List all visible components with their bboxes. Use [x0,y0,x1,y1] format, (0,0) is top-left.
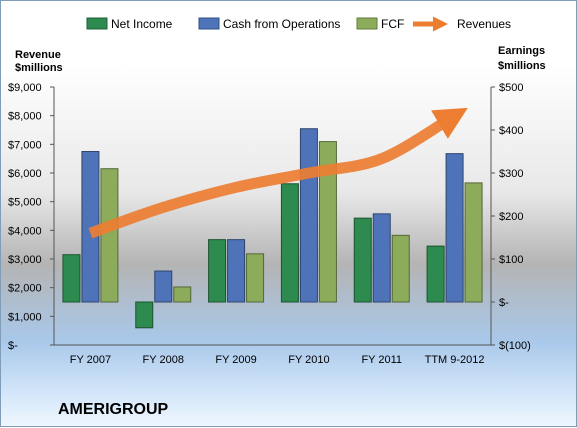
bar-cash-from-operations [372,213,391,303]
x-axis-labels: FY 2007 FY 2008 FY 2009 FY 2010 FY 2011 TTM 9… [70,354,485,366]
revenue-series [88,107,468,239]
left-tick-label: $3,000 [8,254,42,266]
left-tick-label: $7,000 [8,139,42,151]
bar-fcf [173,286,192,303]
legend-label-net-income: Net Income [111,17,173,31]
x-tick-label: FY 2008 [143,354,184,366]
left-axis-ticks: $- $1,000 $2,000 $3,000 $4,000 $5,000 $6,000 $7… [8,82,54,352]
bar-net-income [353,217,372,303]
left-tick-label: $6,000 [8,168,42,180]
left-tick-label: $4,000 [8,225,42,237]
left-tick-label: $1,000 [8,311,42,323]
right-tick-label: $500 [499,82,523,94]
right-tick-label: $400 [499,125,523,137]
bar-net-income [135,301,154,329]
bar-series [62,128,483,329]
legend-label-cash-from-operations: Cash from Operations [223,17,340,31]
bar-net-income [426,245,445,303]
left-tick-label: $8,000 [8,111,42,123]
bar-net-income [62,254,81,303]
bar-fcf [246,253,265,303]
x-tick-label: FY 2011 [361,354,402,366]
right-tick-label: $300 [499,168,523,180]
right-tick-label: $100 [499,254,523,266]
legend-swatch-fcf [356,17,378,30]
bar-fcf [100,168,119,303]
bar-cash-from-operations [445,153,464,303]
legend: Net Income Cash from Operations FCF Reve… [86,16,511,32]
right-tick-label: $200 [499,211,523,223]
left-tick-label: $- [8,340,18,352]
left-tick-label: $2,000 [8,283,42,295]
company-name: AMERIGROUP [58,401,169,418]
bar-fcf [464,182,483,303]
x-tick-label: FY 2010 [288,354,329,366]
legend-label-revenues: Revenues [457,17,511,31]
left-tick-label: $5,000 [8,197,42,209]
bar-cash-from-operations [154,270,173,303]
right-axis-title-line2: $millions [498,60,546,72]
bar-net-income [280,183,299,303]
legend-swatch-cash-from-operations [198,17,220,30]
x-tick-label: FY 2007 [70,354,111,366]
right-tick-label: $(100) [499,340,531,352]
bar-fcf [391,234,410,303]
legend-label-fcf: FCF [381,17,404,31]
left-tick-label: $9,000 [8,82,42,94]
bar-cash-from-operations [299,128,318,303]
left-axis-title-line2: $millions [15,62,63,74]
right-axis-title-line1: Earnings [498,45,545,57]
left-axis-title-line1: Revenue [15,49,61,61]
bar-net-income [208,239,227,303]
legend-swatch-net-income [86,17,108,30]
x-tick-label: TTM 9-2012 [425,354,485,366]
right-tick-label: $- [499,297,509,309]
bar-cash-from-operations [227,239,246,303]
x-tick-label: FY 2009 [215,354,256,366]
revenues-line [88,107,468,239]
right-axis-ticks: $(100) $- $100 $200 $300 $400 $500 [491,82,531,352]
bar-fcf [318,141,337,303]
